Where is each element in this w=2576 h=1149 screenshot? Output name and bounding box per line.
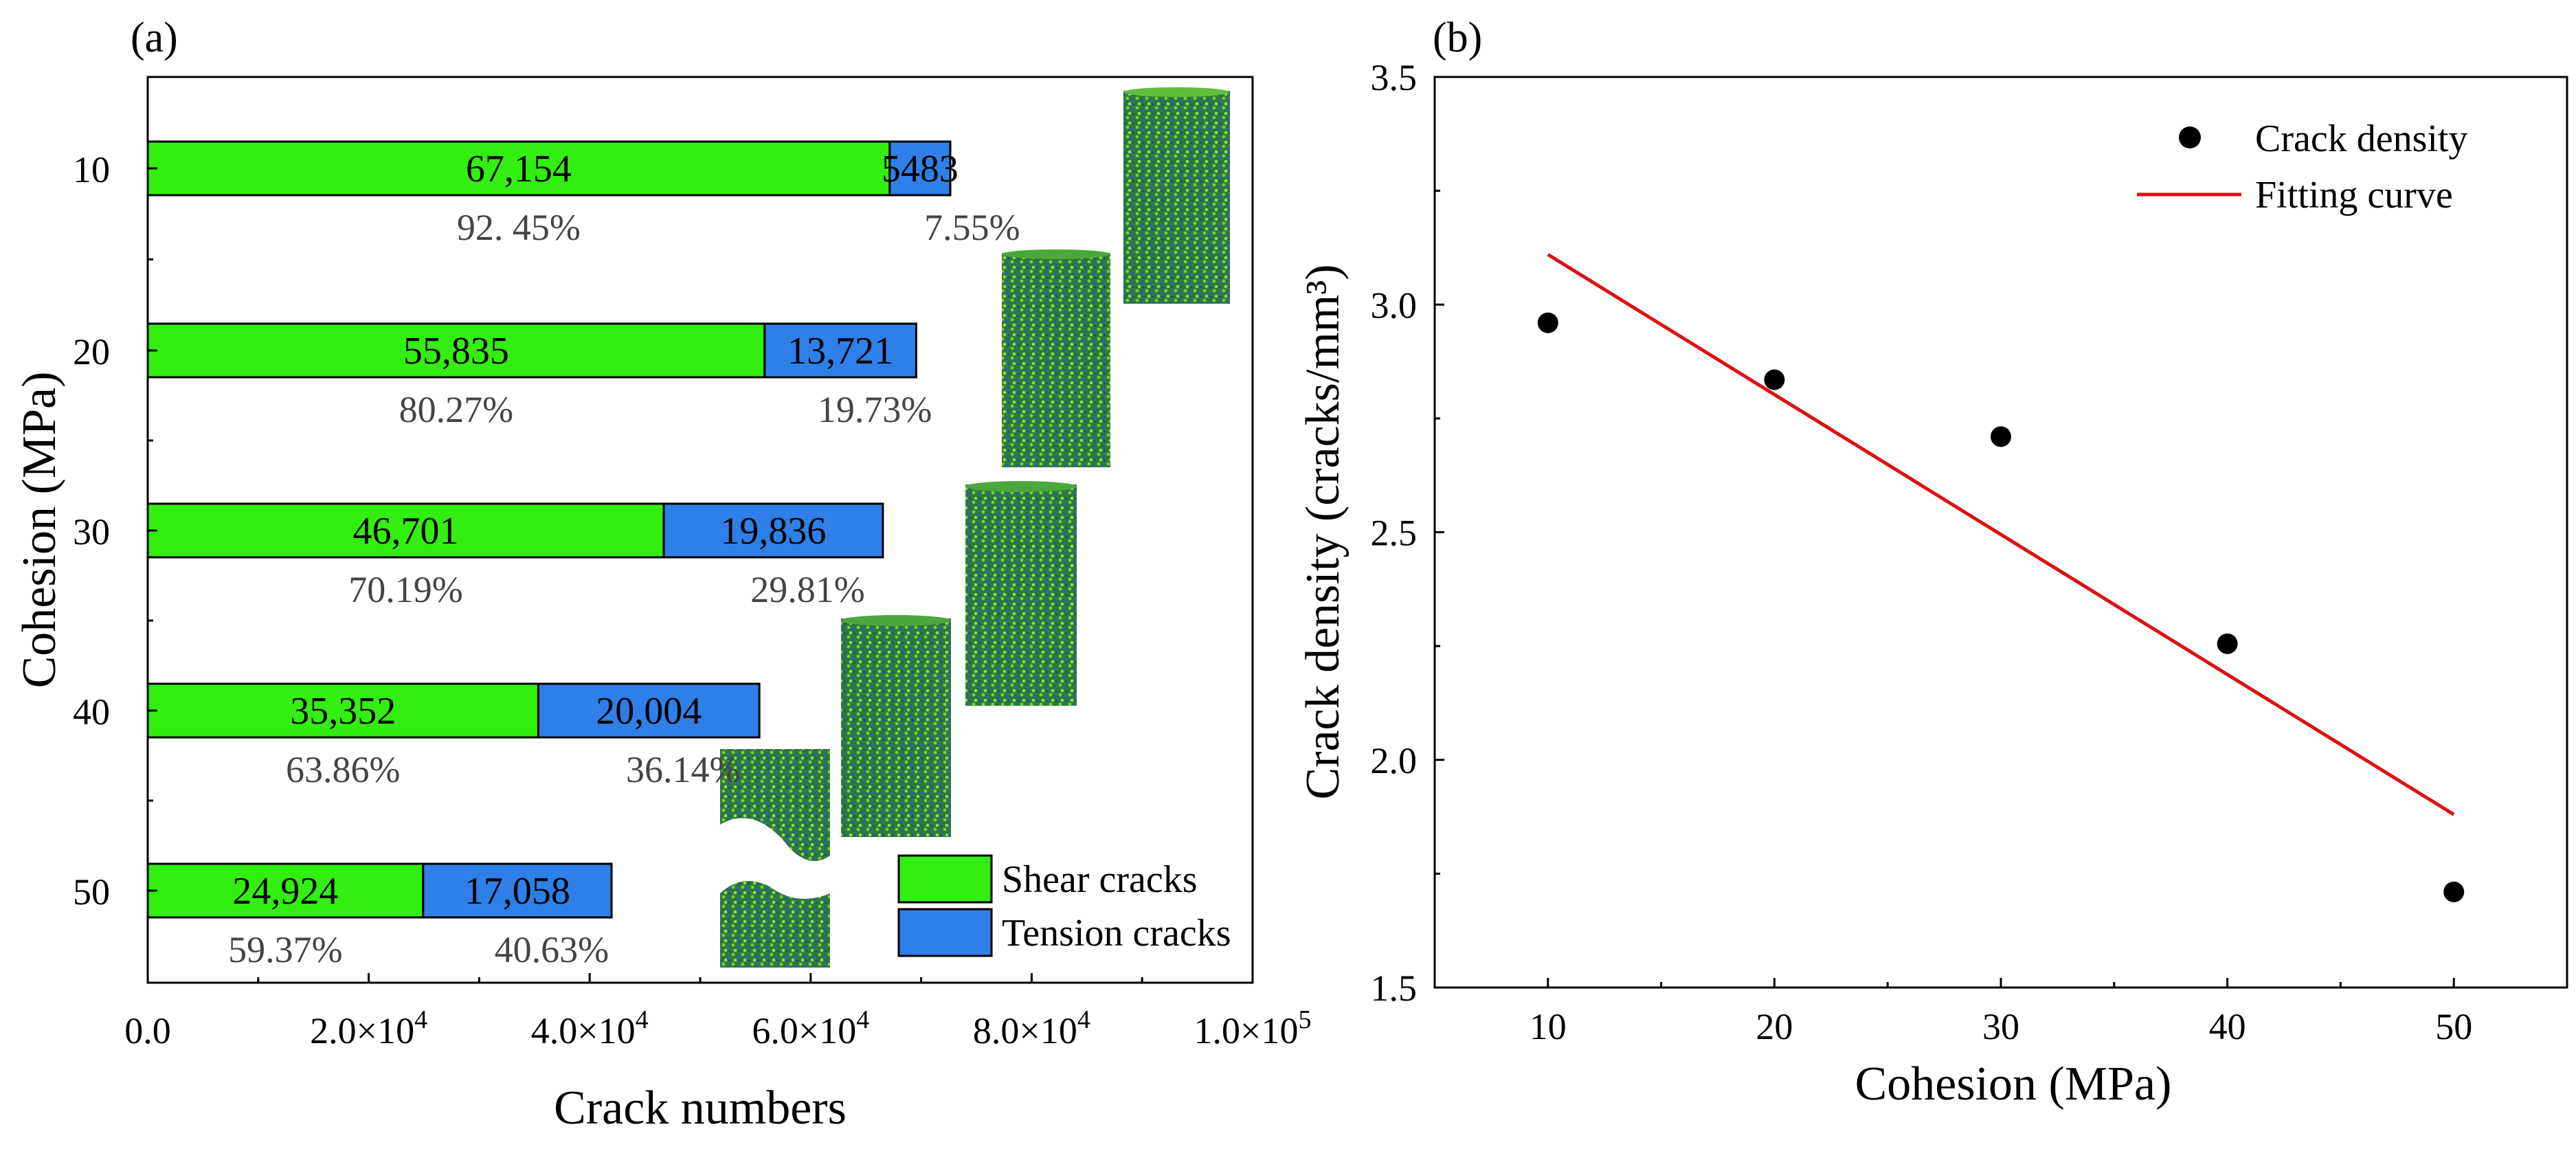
bar-percent-label: 29.81% — [750, 569, 864, 610]
bar-value-label: 24,924 — [232, 870, 338, 913]
x-tick-label: 1.0×105 — [1194, 1005, 1312, 1051]
bar-percent-label: 36.14% — [626, 749, 740, 790]
legend-label-crack-density: Crack density — [2255, 118, 2467, 160]
y-tick-label: 3.5 — [1371, 57, 1418, 98]
panel-a-legend: Shear cracks Tension cracks — [897, 854, 1231, 957]
bar-tension-20 — [763, 322, 917, 379]
x-tick-label: 4.0×104 — [531, 1005, 649, 1051]
bar-tension-30 — [662, 502, 884, 559]
x-tick-label: 8.0×104 — [973, 1005, 1090, 1051]
data-point-10 — [1537, 312, 1558, 333]
legend-label-tension: Tension cracks — [1002, 912, 1231, 955]
bar-shear-10 — [146, 140, 891, 197]
y-tick-label: 50 — [73, 871, 110, 913]
bar-percent-label: 70.19% — [348, 569, 462, 610]
bar-value-label: 17,058 — [464, 870, 570, 913]
sample-cylinder-40 — [841, 615, 951, 837]
y-tick-label: 1.5 — [1371, 968, 1418, 1009]
panel-a-label: (a) — [131, 14, 178, 61]
y-tick-label: 20 — [73, 331, 110, 372]
bar-shear-50 — [146, 862, 425, 919]
bar-shear-40 — [146, 682, 539, 739]
bar-percent-label: 80.27% — [399, 389, 513, 430]
bar-percent-label: 92. 45% — [457, 207, 581, 248]
legend-marker-crack-density — [2179, 126, 2201, 148]
x-tick-label: 50 — [2435, 1006, 2472, 1047]
data-point-50 — [2443, 881, 2465, 902]
sample-cylinder-50 — [720, 749, 830, 968]
panel-b-legend: Crack density Fitting curve — [2137, 118, 2467, 216]
panel-b: (b) 10 20 30 40 50 1.5 2.0 2.5 3.0 3.5 Cohesion (… — [1297, 14, 2568, 1111]
x-tick-label: 0.0 — [124, 1010, 171, 1051]
bar-value-label: 55,835 — [403, 330, 509, 372]
sample-cylinder-30 — [965, 481, 1077, 706]
x-tick-label: 2.0×104 — [310, 1005, 427, 1051]
sample-cylinder-20 — [1002, 249, 1110, 467]
data-point-20 — [1764, 369, 1785, 390]
bar-percent-label: 19.73% — [818, 389, 932, 430]
bar-value-label: 19,836 — [720, 510, 826, 553]
data-point-30 — [1991, 426, 2011, 447]
bar-tension-50 — [422, 862, 613, 919]
bar-tension-10 — [888, 140, 952, 197]
y-tick-label: 30 — [73, 511, 110, 553]
panel-b-axes: 10 20 30 40 50 1.5 2.0 2.5 3.0 3.5 — [1371, 57, 2568, 1047]
bar-percent-label: 7.55% — [924, 207, 1020, 248]
panel-a: (a) 67,15 — [13, 14, 1311, 1135]
bar-percent-label: 40.63% — [495, 929, 609, 970]
bar-value-label: 5483 — [882, 148, 959, 190]
legend-label-fitting: Fitting curve — [2255, 174, 2453, 216]
panel-b-ylabel: Crack density (cracks/mm³) — [1297, 264, 1349, 799]
legend-swatch-tension — [897, 908, 993, 957]
bar-value-label: 20,004 — [596, 690, 702, 733]
bar-value-label: 46,701 — [352, 510, 458, 553]
y-tick-label: 2.5 — [1371, 513, 1418, 554]
panel-b-label: (b) — [1433, 14, 1482, 61]
sample-images — [720, 87, 1230, 968]
bar-value-label: 35,352 — [290, 690, 396, 733]
fitting-curve-line — [1547, 253, 2455, 816]
x-tick-label: 20 — [1756, 1006, 1793, 1047]
panel-a-ylabel: Cohesion (MPa) — [13, 372, 66, 689]
bar-percent-label: 59.37% — [228, 929, 342, 970]
bar-percent-label: 63.86% — [286, 749, 400, 790]
bar-tension-40 — [537, 682, 761, 739]
x-tick-label: 6.0×104 — [752, 1005, 869, 1051]
panel-a-xlabel: Crack numbers — [554, 1082, 847, 1135]
data-point-40 — [2217, 633, 2238, 654]
x-tick-label: 40 — [2209, 1006, 2246, 1047]
panel-a-axes: 10 20 30 40 50 0.0 2.0×104 4.0×104 6.0×104 8.0×10… — [73, 149, 1311, 1051]
panel-b-xlabel: Cohesion (MPa) — [1855, 1058, 2172, 1111]
bar-value-label: 13,721 — [787, 330, 893, 372]
legend-label-shear: Shear cracks — [1002, 858, 1198, 901]
panel-b-plot — [1537, 253, 2465, 902]
y-tick-label: 3.0 — [1371, 285, 1418, 326]
sample-cylinder-10 — [1123, 87, 1230, 304]
y-tick-label: 10 — [73, 149, 110, 190]
panel-a-bars: 67,154 92. 45% 5483 7.55% 55,835 80.27% 13,721… — [146, 140, 1020, 970]
y-tick-label: 2.0 — [1371, 740, 1418, 781]
x-tick-label: 30 — [1982, 1006, 2019, 1047]
bar-value-label: 67,154 — [466, 148, 572, 190]
legend-swatch-shear — [897, 854, 993, 904]
y-tick-label: 40 — [73, 691, 110, 733]
x-tick-label: 10 — [1530, 1006, 1567, 1047]
